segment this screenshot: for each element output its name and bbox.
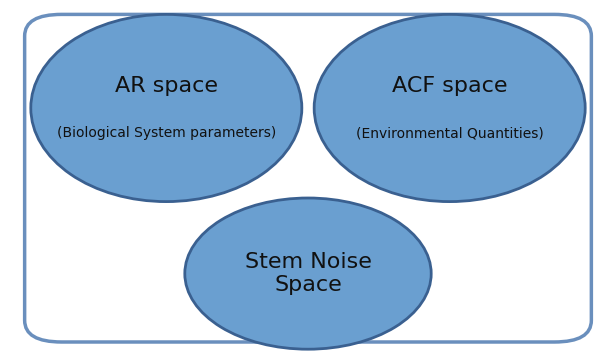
FancyBboxPatch shape — [25, 14, 591, 342]
Ellipse shape — [314, 14, 585, 202]
Text: Stem Noise
Space: Stem Noise Space — [245, 252, 371, 295]
Ellipse shape — [31, 14, 302, 202]
Text: (Biological System parameters): (Biological System parameters) — [57, 126, 276, 140]
Text: ACF space: ACF space — [392, 76, 508, 96]
Ellipse shape — [185, 198, 431, 349]
Text: (Environmental Quantities): (Environmental Quantities) — [356, 126, 543, 140]
Text: AR space: AR space — [115, 76, 218, 96]
